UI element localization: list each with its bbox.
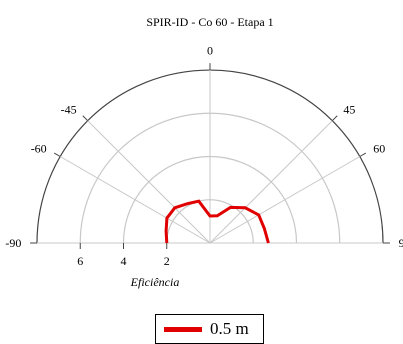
spoke--60 <box>59 156 211 244</box>
angle-tick-60 <box>359 152 367 157</box>
angle-label--45: -45 <box>61 103 77 117</box>
angle-label--60: -60 <box>31 142 47 156</box>
spoke-60 <box>209 156 361 244</box>
radial-label-6: 6 <box>77 254 83 268</box>
series-layer <box>164 199 270 244</box>
radial-label-2: 2 <box>164 254 170 268</box>
angle-label--90: -90 <box>5 236 21 250</box>
legend-label: 0.5 m <box>210 319 249 338</box>
spoke--45 <box>87 120 211 244</box>
radial-label-4: 4 <box>121 254 127 268</box>
angle-tick-labels: -90 -60 -45 0 45 60 90 <box>5 43 403 250</box>
angle-tick--60 <box>53 152 61 157</box>
radial-tick-labels: 6 4 2 <box>77 243 170 268</box>
series-line-0 <box>164 199 270 244</box>
angle-label-45: 45 <box>343 103 355 117</box>
angle-tick-45 <box>331 115 338 122</box>
spoke-45 <box>209 120 333 244</box>
legend: 0.5 m <box>155 314 264 344</box>
legend-swatch-0-5m <box>164 326 202 332</box>
angle-label-90: 90 <box>399 236 403 250</box>
radial-axis-label: Eficiência <box>130 275 180 289</box>
angle-label-60: 60 <box>373 142 385 156</box>
angle-tick--45 <box>82 115 89 122</box>
angle-label-0: 0 <box>207 43 213 57</box>
chart-title: SPIR-ID - Co 60 - Etapa 1 <box>146 15 273 29</box>
